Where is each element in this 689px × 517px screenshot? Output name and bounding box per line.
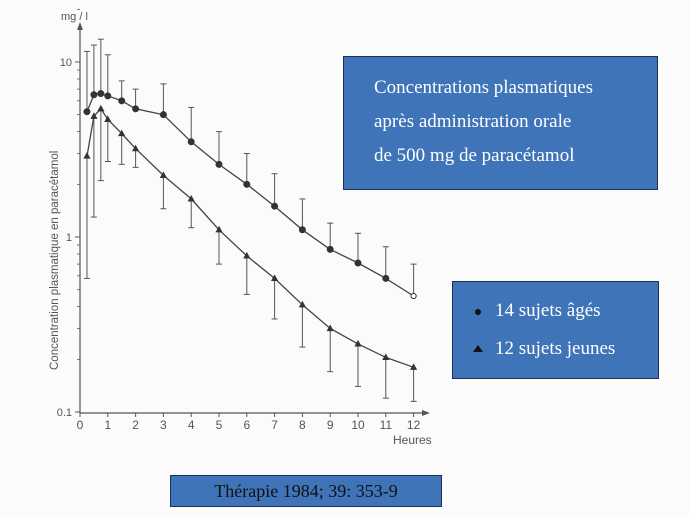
x-tick-label: 1: [104, 418, 111, 432]
y-tick-label: 0.1: [57, 407, 72, 419]
y-tick-label: 1: [66, 232, 72, 244]
circle-point: [83, 108, 91, 116]
circle-marker-icon: [475, 309, 481, 315]
circle-point: [104, 92, 112, 100]
source-text: Thérapie 1984; 39: 353-9: [214, 481, 398, 501]
legend-label-elderly: 14 sujets âgés: [495, 300, 601, 321]
x-tick-label: 8: [299, 418, 306, 432]
triangle-point: [215, 225, 223, 233]
y-axis-arrow: [77, 22, 83, 30]
triangle-point: [187, 194, 195, 202]
series-line-1: [86, 92, 414, 297]
triangle-point: [159, 171, 167, 178]
x-tick-label: 4: [188, 418, 195, 432]
legend-box: 14 sujets âgés 12 sujets jeunes: [452, 281, 659, 379]
source-citation: Thérapie 1984; 39: 353-9: [170, 475, 442, 507]
circle-point: [271, 202, 279, 210]
x-tick-label: 3: [160, 418, 167, 432]
x-tick-label: 0: [77, 418, 84, 432]
triangle-point: [354, 339, 362, 347]
circle-point: [382, 274, 390, 282]
circle-point: [118, 97, 126, 105]
legend-item-young: 12 sujets jeunes: [469, 330, 658, 368]
triangle-point: [90, 112, 98, 119]
series-markers: [83, 90, 418, 370]
series-line-2: [86, 107, 414, 368]
series-lines: [86, 92, 414, 368]
triangle-point: [104, 115, 112, 122]
triangle-point: [298, 300, 306, 308]
triangle-point: [118, 129, 126, 137]
circle-point: [97, 90, 105, 98]
triangle-point: [326, 324, 334, 332]
triangle-point: [410, 363, 418, 370]
circle-point: [354, 259, 362, 267]
circle-point: [187, 138, 195, 146]
error-bars: [83, 38, 417, 402]
x-tick-label: 11: [380, 418, 393, 432]
triangle-point: [83, 152, 91, 159]
circle-point: [215, 160, 223, 168]
triangle-point: [132, 144, 140, 152]
x-tick-label: 7: [271, 418, 278, 432]
triangle-point: [271, 274, 279, 282]
circle-point: [90, 91, 98, 99]
circle-point: [159, 111, 167, 119]
x-tick-label: 6: [243, 418, 250, 432]
legend-label-young: 12 sujets jeunes: [495, 338, 616, 359]
circle-point: [410, 292, 417, 300]
y-axis-label: Concentration plasmatique en paracétamol: [49, 151, 61, 370]
x-tick-label: 5: [216, 418, 223, 432]
circle-point: [298, 226, 306, 234]
circle-point: [132, 105, 140, 113]
triangle-point: [382, 353, 390, 361]
title-line-1: Concentrations plasmatiques: [374, 77, 593, 98]
x-axis-arrow: [422, 410, 430, 416]
triangle-point: [97, 104, 105, 112]
x-axis-label: Heures: [393, 433, 432, 447]
x-tick-label: 2: [132, 418, 139, 432]
legend-item-elderly: 14 sujets âgés: [469, 292, 658, 330]
axis-labels: mg / l Heures Concentration plasmatique …: [49, 11, 432, 447]
triangle-point: [243, 251, 251, 259]
x-tick-label: 10: [351, 418, 365, 432]
triangle-marker-icon: [473, 345, 483, 352]
x-tick-label: 9: [327, 418, 334, 432]
y-tick-label: 10: [60, 57, 72, 69]
title-line-2: après administration orale: [374, 111, 572, 132]
title-box: Concentrations plasmatiques après admini…: [343, 56, 658, 190]
circle-point: [243, 180, 251, 188]
title-line-3: de 500 mg de paracétamol: [374, 145, 575, 166]
y-unit-label: mg / l: [61, 11, 88, 23]
x-tick-label: 12: [407, 418, 421, 432]
circle-point: [326, 245, 334, 253]
